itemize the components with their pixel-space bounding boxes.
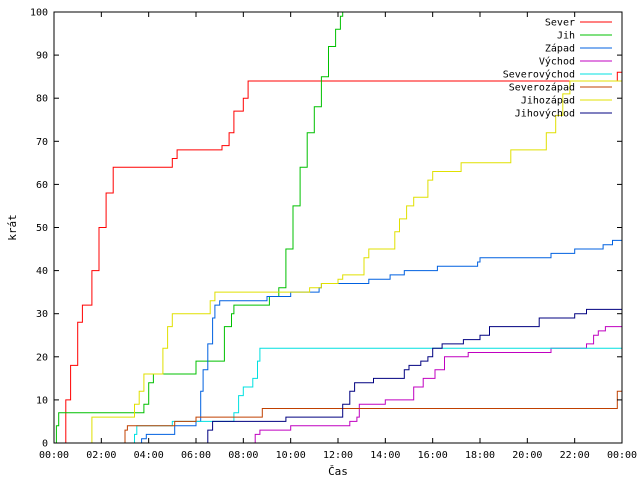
y-axis-label: krát — [6, 214, 19, 241]
legend-label: Východ — [539, 56, 575, 68]
x-tick-label: 14:00 — [370, 450, 400, 461]
y-tick-label: 40 — [36, 266, 48, 277]
series-line-severozápad — [122, 390, 622, 444]
x-tick-label: 10:00 — [276, 450, 306, 461]
legend-label: Severovýchod — [503, 69, 575, 81]
legend-label: Jih — [557, 31, 575, 42]
x-axis-ticks: 00:00 02:00 04:00 06:00 08:00 10:00 12:00 14:00… — [39, 12, 637, 461]
legend-label: Jihozápad — [521, 95, 575, 107]
y-tick-label: 20 — [36, 352, 48, 363]
y-tick-label: 80 — [36, 94, 48, 105]
y-axis-ticks: 0 10 20 30 40 50 60 70 80 90 100 — [30, 8, 622, 450]
x-tick-label: 04:00 — [134, 450, 164, 461]
x-tick-label: 00:00 — [607, 450, 637, 461]
series-line-západ — [134, 239, 622, 444]
legend-label: Západ — [545, 43, 575, 55]
legend: Sever JihZápadVýchodSeverovýchodSeverozáp… — [503, 18, 612, 120]
x-tick-label: 22:00 — [560, 450, 590, 461]
x-tick-label: 08:00 — [228, 450, 258, 461]
y-tick-label: 90 — [36, 51, 48, 62]
series-line-jih — [54, 12, 344, 444]
x-tick-label: 00:00 — [39, 450, 69, 461]
y-tick-label: 0 — [42, 439, 48, 450]
y-tick-label: 100 — [30, 8, 48, 19]
y-tick-label: 30 — [36, 309, 48, 320]
legend-label: Severozápad — [509, 82, 575, 94]
x-tick-label: 02:00 — [86, 450, 116, 461]
x-axis-label: Čas — [328, 465, 348, 478]
x-tick-label: 18:00 — [465, 450, 495, 461]
series-line-jihozápad — [89, 80, 622, 444]
y-tick-label: 70 — [36, 137, 48, 148]
x-tick-label: 16:00 — [418, 450, 448, 461]
y-tick-label: 50 — [36, 223, 48, 234]
y-tick-label: 10 — [36, 395, 48, 406]
x-tick-label: 20:00 — [512, 450, 542, 461]
x-tick-label: 12:00 — [323, 450, 353, 461]
series-line-jihovýchod — [203, 308, 622, 444]
plot-lines — [54, 12, 623, 444]
legend-label: Sever — [545, 18, 575, 29]
y-tick-label: 60 — [36, 180, 48, 191]
series-line-východ — [252, 326, 622, 444]
series-line-sever — [61, 50, 623, 444]
legend-label: Jihovýchod — [515, 108, 575, 120]
x-tick-label: 06:00 — [181, 450, 211, 461]
